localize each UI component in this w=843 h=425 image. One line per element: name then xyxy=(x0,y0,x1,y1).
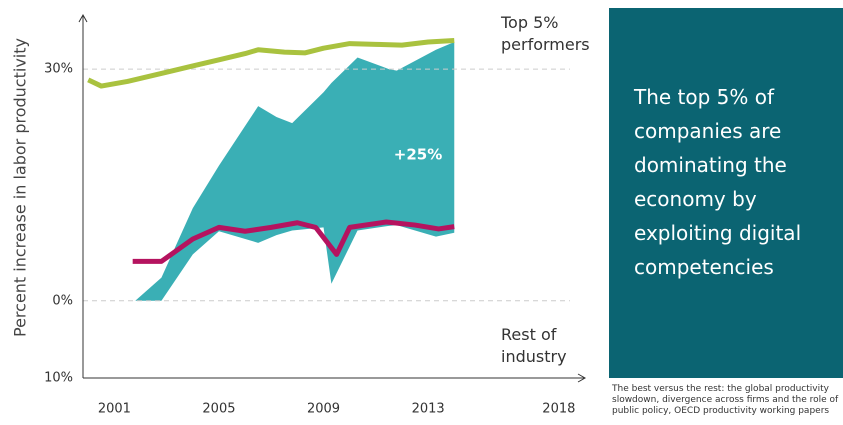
y-axis-arrow xyxy=(78,13,88,23)
gap-area xyxy=(135,42,455,301)
x-tick-label: 2001 xyxy=(98,402,131,417)
series-line xyxy=(87,37,455,89)
series-label: Top 5% performers xyxy=(501,13,590,54)
info-panel xyxy=(609,8,843,378)
series-label: Rest of industry xyxy=(501,325,567,366)
x-tick-label: 2009 xyxy=(307,402,340,417)
x-tick-label: 2013 xyxy=(412,402,445,417)
source-note: The best versus the rest: the global pro… xyxy=(612,384,839,416)
panel-text: The top 5% of companies are dominating t… xyxy=(634,85,802,279)
x-tick-label: 2005 xyxy=(202,402,235,417)
series-line xyxy=(132,219,455,264)
x-axis-arrow xyxy=(577,373,587,383)
y-tick-label: 0% xyxy=(52,293,73,308)
y-tick-label: 30% xyxy=(44,62,73,77)
annotation: +25% xyxy=(394,146,442,164)
y-tick-label: 10% xyxy=(44,371,73,386)
x-tick-label: 2018 xyxy=(542,402,575,417)
y-axis-label: Percent increase in labor productivity xyxy=(10,38,30,337)
